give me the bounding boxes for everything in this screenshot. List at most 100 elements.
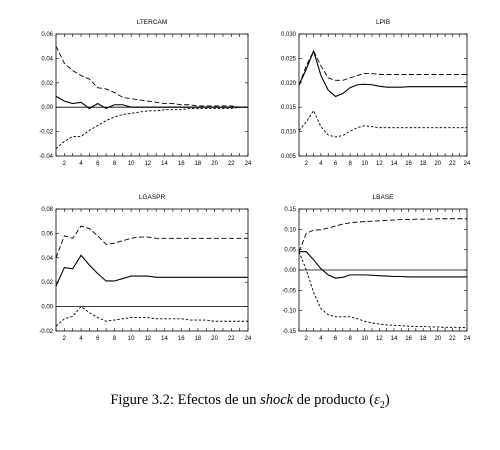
x-tick-label: 10: [128, 336, 135, 342]
x-tick-label: 20: [211, 161, 218, 167]
figure-caption: Figure 3.2: Efectos de un shock de produ…: [0, 392, 500, 411]
x-tick-label: 8: [348, 336, 352, 342]
x-tick-label: 12: [144, 336, 151, 342]
y-tick-label: -0.05: [282, 288, 296, 294]
y-tick-label: 0.05: [284, 248, 296, 254]
y-tick-label: -0.10: [282, 309, 296, 315]
x-tick-label: 10: [128, 161, 135, 167]
y-tick-label: -0.15: [282, 329, 296, 335]
series-line-dotted: [298, 109, 467, 138]
caption-suffix: de producto (: [293, 392, 375, 408]
x-tick-label: 4: [319, 336, 323, 342]
x-tick-label: 18: [420, 161, 427, 167]
series-line-dashed: [298, 50, 467, 86]
x-tick-label: 14: [161, 336, 168, 342]
x-tick-label: 24: [245, 161, 252, 167]
x-tick-label: 24: [464, 336, 471, 342]
chart-title: LTERCAM: [137, 19, 168, 26]
plot-frame: [55, 33, 249, 157]
x-tick-label: 18: [420, 336, 427, 342]
x-tick-label: 22: [228, 161, 235, 167]
series-line-solid: [298, 49, 467, 98]
x-tick-label: 12: [144, 161, 151, 167]
y-tick-label: 0.02: [41, 81, 53, 87]
x-tick-label: 22: [449, 161, 456, 167]
chart-title: LBASE: [373, 194, 395, 201]
y-tick-label: 0.10: [284, 227, 296, 233]
plot-frame: [55, 208, 249, 332]
y-tick-label: 0.00: [284, 268, 296, 274]
y-tick-label: 0.00: [41, 305, 53, 311]
caption-subscript: 2: [379, 399, 385, 411]
y-tick-label: 0.02: [41, 280, 53, 286]
x-tick-label: 2: [305, 336, 309, 342]
x-tick-label: 24: [464, 161, 471, 167]
caption-symbol: ε: [374, 392, 380, 408]
x-tick-label: 12: [376, 161, 383, 167]
x-tick-label: 4: [319, 161, 323, 167]
y-tick-label: 0.005: [281, 154, 297, 160]
y-tick-label: 0.025: [281, 56, 297, 62]
x-tick-label: 12: [376, 336, 383, 342]
series-line-dashed: [298, 218, 467, 252]
x-tick-label: 20: [434, 161, 441, 167]
x-tick-label: 18: [195, 336, 202, 342]
y-tick-label: 0.04: [41, 56, 53, 62]
x-tick-label: 2: [63, 161, 67, 167]
x-tick-label: 16: [178, 161, 185, 167]
chart-title: LPIB: [376, 19, 390, 26]
x-tick-label: 2: [305, 161, 309, 167]
x-tick-label: 6: [96, 161, 100, 167]
x-tick-label: 4: [79, 336, 83, 342]
x-tick-label: 14: [161, 161, 168, 167]
x-tick-label: 2: [63, 336, 67, 342]
y-tick-label: 0.06: [41, 231, 53, 237]
x-tick-label: 10: [361, 336, 368, 342]
y-tick-label: 0.020: [281, 81, 297, 87]
y-tick-label: 0.08: [41, 207, 53, 213]
x-tick-label: 14: [391, 336, 398, 342]
y-tick-label: 0.030: [281, 32, 297, 38]
x-tick-label: 8: [113, 161, 117, 167]
series-line-dotted: [55, 106, 248, 150]
chart-title: LGASPR: [139, 194, 166, 201]
caption-close: ): [384, 392, 390, 408]
x-tick-label: 6: [96, 336, 100, 342]
series-line-solid: [55, 254, 248, 287]
x-tick-label: 16: [405, 336, 412, 342]
x-tick-label: 24: [245, 336, 252, 342]
x-tick-label: 20: [434, 336, 441, 342]
y-tick-label: 0.04: [41, 256, 53, 262]
caption-prefix: Figure 3.2: Efectos de un: [110, 392, 261, 408]
x-tick-label: 10: [361, 161, 368, 167]
y-tick-label: 0.06: [41, 32, 53, 38]
series-line-dotted: [298, 251, 468, 329]
y-tick-label: 0.15: [284, 207, 296, 213]
series-line-dashed: [55, 46, 248, 108]
series-line-dotted: [55, 305, 248, 327]
series-line-solid: [299, 251, 467, 279]
y-tick-label: -0.02: [39, 329, 53, 335]
x-tick-label: 8: [113, 336, 117, 342]
x-tick-label: 22: [449, 336, 456, 342]
x-tick-label: 16: [405, 161, 412, 167]
x-tick-label: 4: [79, 161, 83, 167]
y-tick-label: 0.00: [41, 105, 53, 111]
series-line-solid: [55, 95, 248, 110]
y-tick-label: 0.010: [281, 130, 297, 136]
y-tick-label: -0.04: [39, 154, 53, 160]
x-tick-label: 6: [334, 336, 338, 342]
x-tick-label: 18: [195, 161, 202, 167]
plot-frame: [298, 33, 468, 157]
y-tick-label: 0.015: [281, 105, 297, 111]
x-tick-label: 8: [348, 161, 352, 167]
y-tick-label: -0.02: [39, 130, 53, 136]
x-tick-label: 16: [178, 336, 185, 342]
x-tick-label: 6: [334, 161, 338, 167]
x-tick-label: 22: [228, 336, 235, 342]
